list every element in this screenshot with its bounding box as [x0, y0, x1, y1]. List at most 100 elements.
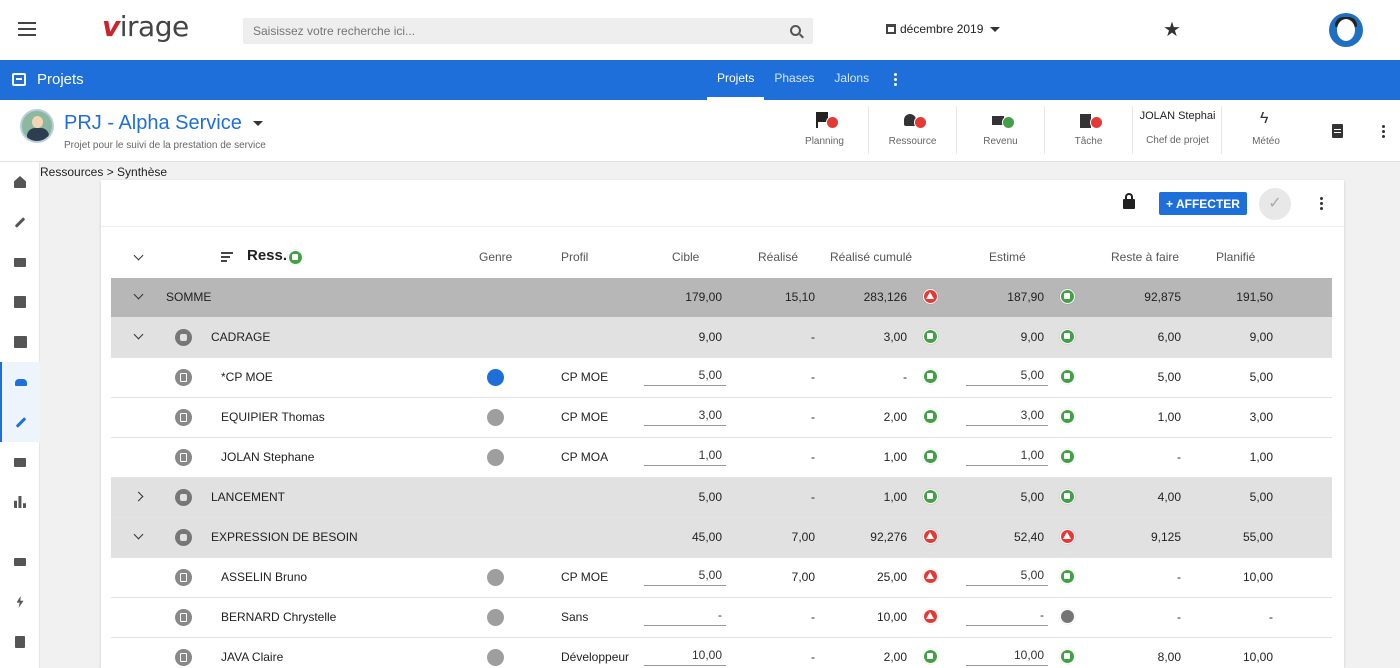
genre-dot	[487, 609, 504, 626]
sidebar-item-workload[interactable]	[0, 402, 40, 442]
sort-icon[interactable]	[221, 252, 233, 264]
column-header-planifie[interactable]: Planifié	[1216, 250, 1256, 264]
top-bar: virage décembre 2019 ★	[0, 0, 1400, 60]
document-icon[interactable]	[1332, 124, 1343, 138]
resource-icon	[175, 369, 192, 386]
row-label[interactable]: ASSELIN Bruno	[221, 570, 308, 584]
kpi-ressource[interactable]: Ressource	[869, 106, 957, 154]
kpi-meteo[interactable]: ϟ Météo	[1252, 110, 1280, 147]
sidebar-item-stats[interactable]	[0, 482, 40, 522]
cible-input[interactable]: -	[644, 606, 726, 626]
project-manager[interactable]: JOLAN Stephai Chef de projet	[1134, 106, 1222, 154]
column-header-cible[interactable]: Cible	[672, 250, 700, 264]
column-header-ress[interactable]: Ress.	[247, 247, 288, 264]
cible-input[interactable]: 3,00	[644, 406, 726, 426]
collapse-all-chevron-icon[interactable]	[133, 250, 144, 261]
genre-dot	[487, 449, 504, 466]
collapse-chevron-icon[interactable]	[133, 329, 144, 340]
column-header-reste[interactable]: Reste à faire	[1111, 250, 1180, 264]
collapse-chevron-icon[interactable]	[133, 529, 144, 540]
reste-value: -	[1177, 450, 1181, 464]
search-icon[interactable]	[790, 25, 801, 36]
lock-icon[interactable]	[1123, 193, 1135, 209]
search-input[interactable]	[243, 18, 763, 44]
tab-phases[interactable]: Phases	[774, 71, 815, 85]
sidebar-item-money[interactable]	[0, 542, 40, 582]
sidebar-item-documents[interactable]	[0, 322, 40, 362]
sidebar-item-edit[interactable]	[0, 202, 40, 242]
sidebar-item-tasks[interactable]	[0, 622, 40, 662]
column-header-estime[interactable]: Estimé	[989, 250, 1026, 264]
estime-input[interactable]: -	[966, 606, 1048, 626]
realise-cumule-value: -	[903, 370, 907, 384]
profil-value: CP MOE	[561, 370, 609, 384]
sidebar-item-resources[interactable]	[0, 362, 40, 402]
sidebar-item-card[interactable]	[0, 242, 40, 282]
reste-value: 5,00	[1157, 370, 1181, 384]
column-header-genre[interactable]: Genre	[479, 250, 513, 264]
collapse-chevron-icon[interactable]	[133, 289, 144, 300]
reste-value: 6,00	[1157, 330, 1181, 344]
project-more-icon[interactable]	[1382, 125, 1386, 140]
cible-input[interactable]: 5,00	[644, 566, 726, 586]
project-selector[interactable]: PRJ - Alpha Service	[64, 112, 263, 135]
realise-value: 7,00	[791, 530, 815, 544]
user-avatar[interactable]	[1329, 13, 1363, 47]
kpi-planning[interactable]: Planning	[781, 106, 869, 154]
tab-jalons[interactable]: Jalons	[834, 71, 870, 85]
table-row: EXPRESSION DE BESOIN 45,00 7,00 92,276 52,40…	[111, 518, 1332, 558]
warning-status-icon	[1060, 529, 1075, 544]
ok-status-icon	[923, 369, 938, 384]
profil-value: CP MOA	[561, 450, 609, 464]
cible-input[interactable]: 5,00	[644, 366, 726, 386]
cible-input[interactable]: 10,00	[644, 646, 726, 666]
hamburger-menu-icon[interactable]	[18, 22, 36, 36]
module-bar: Projets Projets Phases Jalons	[0, 60, 1400, 100]
estime-input[interactable]: 5,00	[966, 366, 1048, 386]
estime-value: 9,00	[1020, 330, 1044, 344]
profil-value: CP MOE	[561, 570, 609, 584]
tab-projets[interactable]: Projets	[707, 60, 765, 100]
kpi-tache[interactable]: Tâche	[1045, 106, 1133, 154]
sidebar-item-calendar[interactable]	[0, 282, 40, 322]
row-label[interactable]: EQUIPIER Thomas	[221, 410, 325, 424]
table-row: CADRAGE 9,00 - 3,00 9,00 6,00 9,00	[111, 318, 1332, 358]
row-label[interactable]: JOLAN Stephane	[221, 450, 315, 464]
sidebar-item-meteo[interactable]	[0, 582, 40, 622]
column-header-realise[interactable]: Réalisé	[758, 250, 799, 264]
estime-input[interactable]: 5,00	[966, 566, 1048, 586]
cible-value: 5,00	[698, 490, 722, 504]
estime-input[interactable]: 1,00	[966, 446, 1048, 466]
people-icon	[15, 378, 27, 386]
row-label[interactable]: JAVA Claire	[221, 650, 284, 664]
period-selector[interactable]: décembre 2019	[886, 22, 1001, 36]
row-label[interactable]: BERNARD Chrystelle	[221, 610, 337, 624]
warning-badge-icon	[913, 116, 927, 129]
module-more-icon[interactable]	[894, 73, 898, 88]
ok-status-icon	[923, 409, 938, 424]
reste-value: 92,875	[1144, 290, 1181, 304]
row-label[interactable]: *CP MOE	[221, 370, 273, 384]
estime-input[interactable]: 10,00	[966, 646, 1048, 666]
estime-input[interactable]: 3,00	[966, 406, 1048, 426]
affect-button[interactable]: + AFFECTER	[1159, 192, 1247, 215]
validate-check-button[interactable]: ✓	[1259, 188, 1291, 220]
favorites-star-icon[interactable]: ★	[1163, 19, 1181, 41]
column-header-realise-cumule[interactable]: Réalisé cumulé	[830, 250, 913, 264]
planifie-value: 55,00	[1242, 530, 1273, 544]
table-row: ASSELIN Bruno CP MOE 5,00 7,00 25,00 5,00 - 10,…	[111, 558, 1332, 598]
virage-logo[interactable]: virage	[102, 10, 189, 43]
sidebar-item-transfer[interactable]	[0, 442, 40, 482]
card-more-icon[interactable]	[1320, 197, 1324, 212]
expand-chevron-icon[interactable]	[133, 491, 144, 502]
cible-value: 45,00	[691, 530, 722, 544]
kpi-revenu[interactable]: Revenu	[957, 106, 1045, 154]
estime-value: 52,40	[1013, 530, 1044, 544]
column-header-profil[interactable]: Profil	[561, 250, 589, 264]
warning-status-icon	[923, 609, 938, 624]
cible-value: 9,00	[698, 330, 722, 344]
caret-down-icon	[252, 121, 263, 126]
cible-input[interactable]: 1,00	[644, 446, 726, 466]
sidebar-item-home[interactable]	[0, 162, 40, 202]
table-row: SOMME 179,00 15,10 283,126 187,90 92,875 191,5…	[111, 278, 1332, 318]
